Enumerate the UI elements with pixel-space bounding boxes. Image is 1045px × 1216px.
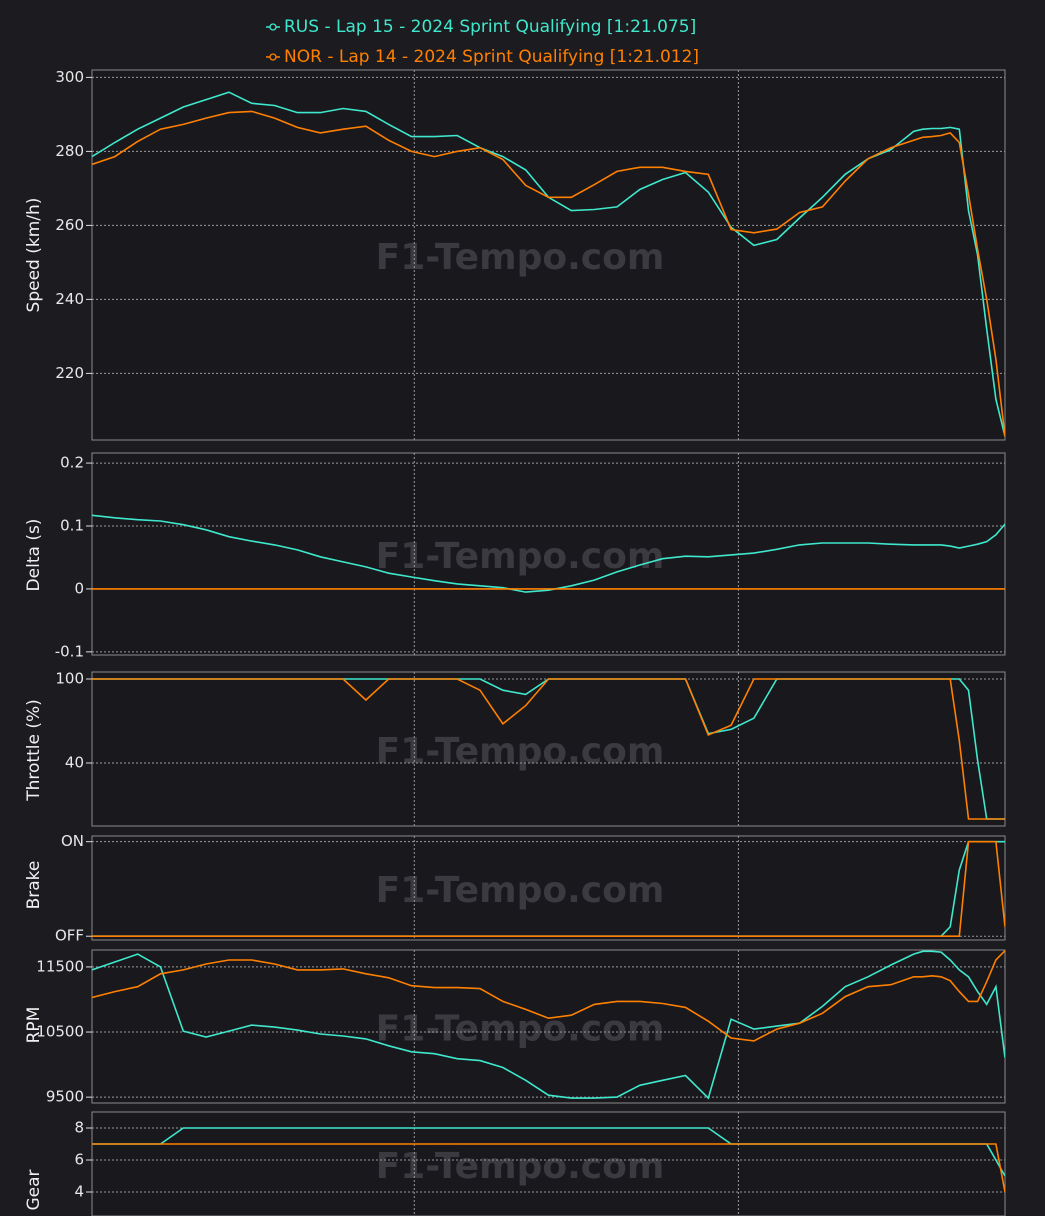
- legend-label: RUS - Lap 15 - 2024 Sprint Qualifying [1…: [284, 17, 696, 37]
- y-tick-label: 9500: [46, 1088, 84, 1106]
- y-tick-label: 0.1: [60, 516, 84, 534]
- series-line: [92, 678, 1005, 820]
- y-tick-label: 0.2: [60, 454, 84, 472]
- y-tick-label: ON: [61, 832, 84, 850]
- legend-marker: [269, 53, 277, 61]
- y-tick-label: 260: [55, 216, 84, 234]
- panel: [91, 69, 1006, 441]
- series-line: [92, 950, 1005, 1042]
- watermark: F1-Tempo.com: [376, 237, 665, 278]
- panel: [91, 835, 1006, 941]
- watermark: F1-Tempo.com: [376, 731, 665, 772]
- y-tick-label: 300: [55, 68, 84, 86]
- y-tick-label: 280: [55, 142, 84, 160]
- y-tick-label: 11500: [36, 957, 84, 975]
- y-tick-label: -0.1: [55, 642, 84, 660]
- y-axis-label: Delta (s): [24, 519, 44, 592]
- series-line: [92, 950, 1005, 1100]
- y-tick-label: 8: [74, 1119, 84, 1137]
- legend-label: NOR - Lap 14 - 2024 Sprint Qualifying [1…: [284, 47, 699, 67]
- y-axis-label: Throttle (%): [24, 699, 44, 802]
- y-axis-label: Brake: [24, 861, 44, 910]
- y-tick-label: 0: [74, 579, 84, 597]
- watermark: F1-Tempo.com: [376, 1009, 665, 1050]
- y-axis-label: RPM: [24, 1007, 44, 1044]
- y-axis-label: Speed (km/h): [24, 198, 44, 313]
- y-axis-label: Gear: [24, 1169, 44, 1210]
- panel: [91, 452, 1006, 656]
- y-tick-label: 40: [65, 754, 84, 772]
- y-tick-label: 4: [74, 1183, 84, 1201]
- y-tick-label: 220: [55, 364, 84, 382]
- panel: [91, 671, 1006, 827]
- series-line: [92, 514, 1005, 593]
- panel: [91, 1111, 1006, 1216]
- y-tick-label: 10500: [36, 1023, 84, 1041]
- series-line: [92, 91, 1005, 437]
- legend-marker: [269, 23, 277, 31]
- y-tick-label: OFF: [55, 927, 84, 945]
- series-line: [92, 1143, 1005, 1193]
- y-tick-label: 6: [74, 1151, 84, 1169]
- y-tick-label: 240: [55, 290, 84, 308]
- watermark: F1-Tempo.com: [376, 1146, 665, 1187]
- y-tick-label: 100: [55, 670, 84, 688]
- series-line: [92, 840, 1005, 937]
- watermark: F1-Tempo.com: [376, 870, 665, 911]
- watermark: F1-Tempo.com: [376, 536, 665, 577]
- series-line: [92, 110, 1005, 437]
